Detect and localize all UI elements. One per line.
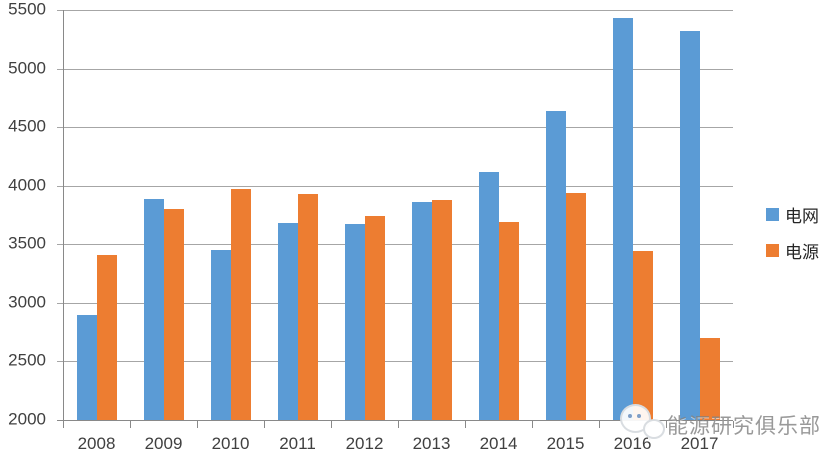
y-axis-label-2500: 2500 <box>8 351 46 371</box>
x-axis-tick <box>331 421 332 428</box>
gridline-4500 <box>57 127 733 129</box>
x-axis-tick <box>264 421 265 428</box>
legend-label-grid: 电网 <box>785 206 819 226</box>
x-axis-label-2010: 2010 <box>211 434 250 453</box>
bar-电网-2013 <box>412 202 432 420</box>
x-axis-tick <box>130 421 131 428</box>
x-axis-tick <box>532 421 533 428</box>
bar-电网-2017 <box>680 31 700 420</box>
y-axis-label-4500: 4500 <box>8 116 46 136</box>
x-axis-tick <box>63 421 64 428</box>
y-axis-label-3500: 3500 <box>8 233 46 253</box>
bar-电网-2010 <box>211 250 231 420</box>
y-axis-label-5000: 5000 <box>8 58 46 78</box>
bar-电网-2012 <box>345 224 365 420</box>
gridline-5000 <box>57 68 733 70</box>
x-axis-line <box>57 420 733 421</box>
x-axis-label-2012: 2012 <box>345 434 384 453</box>
x-axis-tick <box>398 421 399 428</box>
bar-电源-2011 <box>298 193 318 420</box>
x-axis-tick <box>666 421 667 428</box>
gridline-3000 <box>57 302 733 304</box>
bar-电网-2011 <box>278 223 298 420</box>
bar-电网-2009 <box>144 198 164 420</box>
bar-电网-2015 <box>546 110 566 420</box>
gridline-5500 <box>57 10 733 11</box>
legend: 电网 电源 <box>766 203 819 275</box>
x-axis-tick <box>733 421 734 428</box>
legend-item-grid: 电网 <box>766 203 819 226</box>
bar-电源-2008 <box>97 254 117 420</box>
x-axis-label-2008: 2008 <box>77 434 116 453</box>
bar-电源-2010 <box>231 189 251 420</box>
x-axis-tick <box>197 421 198 428</box>
bar-电源-2013 <box>432 199 452 420</box>
gridline-2500 <box>57 361 733 363</box>
x-axis-label-2013: 2013 <box>412 434 451 453</box>
bar-电源-2015 <box>566 192 586 420</box>
x-axis-label-2015: 2015 <box>546 434 585 453</box>
bar-电源-2012 <box>365 216 385 420</box>
x-axis-label-2011: 2011 <box>279 434 316 453</box>
bar-电源-2009 <box>164 209 184 420</box>
bar-电网-2014 <box>479 171 499 420</box>
bar-电网-2016 <box>613 18 633 420</box>
y-axis-label-4000: 4000 <box>8 175 46 195</box>
x-axis-tick <box>465 421 466 428</box>
y-axis-label-5500: 5500 <box>8 0 46 19</box>
legend-swatch-grid <box>766 207 779 221</box>
legend-item-source: 电源 <box>766 239 819 262</box>
legend-swatch-source <box>766 243 779 257</box>
x-axis-tick <box>599 421 600 428</box>
gridline-3500 <box>57 244 733 246</box>
bar-电源-2014 <box>499 222 519 420</box>
bar-电网-2008 <box>77 314 97 420</box>
x-axis-label-2014: 2014 <box>479 434 518 453</box>
legend-label-source: 电源 <box>785 242 819 262</box>
bar-电源-2016 <box>633 251 653 420</box>
gridline-4000 <box>57 185 733 187</box>
x-axis-label-2009: 2009 <box>144 434 183 453</box>
x-axis-label-2016: 2016 <box>613 434 652 453</box>
y-axis-label-3000: 3000 <box>8 292 46 312</box>
y-axis-line <box>63 10 64 428</box>
bar-电源-2017 <box>700 338 720 420</box>
x-axis-label-2017: 2017 <box>680 434 719 453</box>
y-axis-label-2000: 2000 <box>8 409 46 429</box>
